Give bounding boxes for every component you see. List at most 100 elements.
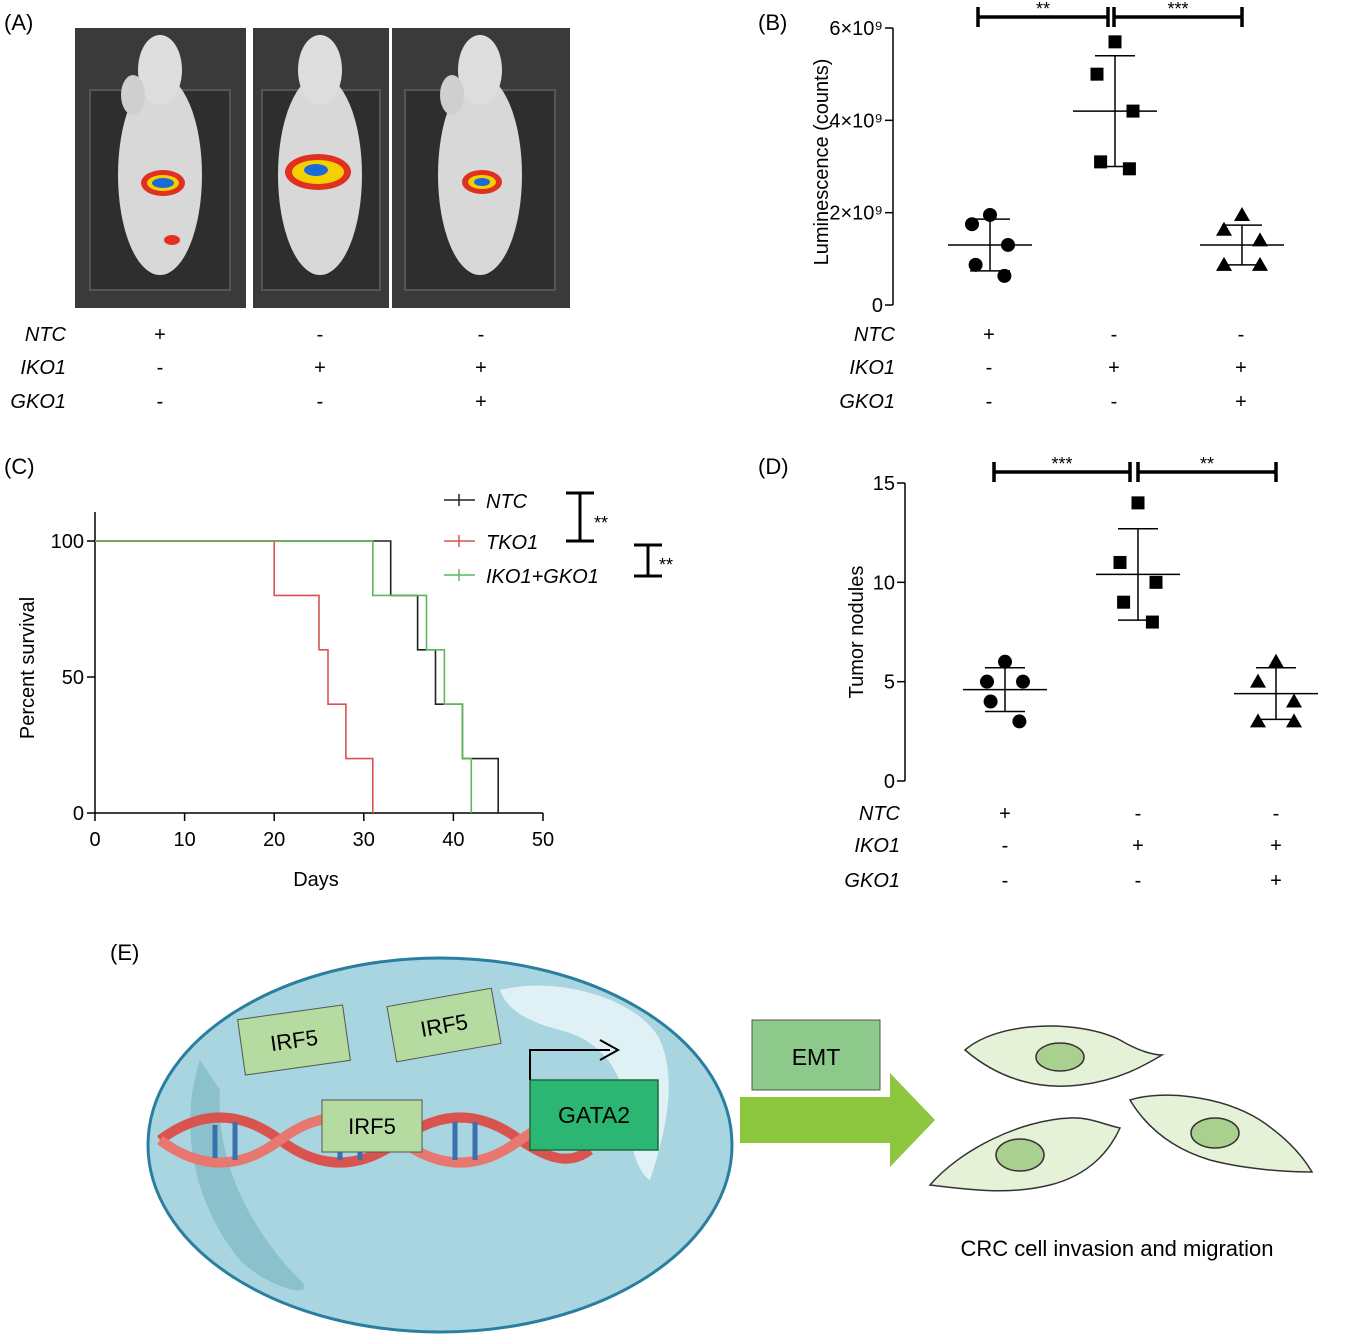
row-label-gko1: GKO1 bbox=[10, 391, 66, 413]
cell: - bbox=[157, 357, 164, 379]
cell: - bbox=[1135, 870, 1142, 892]
data-point bbox=[983, 207, 997, 222]
mouse-image-2 bbox=[253, 28, 389, 308]
cell: - bbox=[1002, 870, 1009, 892]
data-point bbox=[1252, 256, 1268, 271]
data-point bbox=[1113, 555, 1127, 569]
irf5-label-3: IRF5 bbox=[348, 1114, 396, 1139]
row-label-iko1: IKO1 bbox=[20, 357, 66, 379]
sig-bracket-1 bbox=[566, 491, 594, 543]
irf5-box-1: IRF5 bbox=[237, 1004, 351, 1076]
data-point bbox=[997, 268, 1012, 283]
panel-b-chart: Luminescence (counts) 0 2×10⁹ 4×10⁹ 6×10⁹ **… bbox=[811, 0, 1284, 317]
row-label-iko1: IKO1 bbox=[849, 357, 895, 379]
data-point bbox=[1286, 713, 1302, 728]
data-point bbox=[1016, 674, 1030, 689]
panel-a-design-table: NTC IKO1 GKO1 + - - - + - - + + bbox=[10, 324, 486, 413]
y-tick-label: 10 bbox=[873, 572, 895, 594]
x-tick-label: 30 bbox=[353, 829, 375, 851]
sig-label-2: ** bbox=[659, 555, 673, 575]
cell: + bbox=[1235, 357, 1247, 379]
transcription-arrow bbox=[529, 1039, 621, 1080]
y-tick-label: 6×10⁹ bbox=[829, 18, 883, 40]
data-point bbox=[983, 694, 998, 709]
data-point bbox=[968, 257, 983, 272]
emt-box: EMT bbox=[751, 1019, 881, 1091]
data-point bbox=[1126, 104, 1140, 118]
cell: + bbox=[999, 803, 1011, 825]
caption: CRC cell invasion and migration bbox=[960, 1236, 1273, 1261]
cell: - bbox=[317, 324, 324, 346]
cell: + bbox=[475, 357, 487, 379]
emt-label: EMT bbox=[792, 1044, 841, 1070]
data-point bbox=[1145, 615, 1159, 629]
panel-d-design-table: NTC IKO1 GKO1 + - - - + - - + + bbox=[844, 803, 1281, 892]
cell-3 bbox=[1128, 1094, 1314, 1173]
cell: - bbox=[478, 324, 485, 346]
sig-label: ** bbox=[1036, 0, 1050, 19]
sig-bracket-2 bbox=[634, 543, 662, 578]
cell: + bbox=[1270, 835, 1282, 857]
data-point bbox=[1216, 221, 1232, 236]
x-tick-label: 50 bbox=[532, 829, 554, 851]
data-point bbox=[998, 654, 1012, 669]
data-point bbox=[1090, 67, 1104, 81]
panel-e-label: (E) bbox=[110, 940, 139, 965]
cell: + bbox=[475, 391, 487, 413]
y-tick-label: 5 bbox=[884, 672, 895, 694]
cell: - bbox=[1111, 324, 1118, 346]
legend-iko1-gko1: IKO1+GKO1 bbox=[486, 566, 599, 588]
data-point bbox=[1122, 162, 1136, 176]
cell: - bbox=[1002, 835, 1009, 857]
y-axis-label: Luminescence (counts) bbox=[811, 59, 833, 266]
gata2-box: GATA2 bbox=[529, 1079, 659, 1151]
data-point bbox=[965, 217, 979, 232]
mouse-image-3 bbox=[392, 28, 570, 308]
y-tick-label: 4×10⁹ bbox=[829, 110, 883, 132]
row-label-ntc: NTC bbox=[25, 324, 67, 346]
row-label-gko1: GKO1 bbox=[844, 870, 900, 892]
data-point bbox=[1094, 155, 1108, 169]
data-point bbox=[1149, 575, 1163, 589]
y-tick-label: 15 bbox=[873, 473, 895, 495]
y-axis-label: Percent survival bbox=[17, 597, 39, 739]
sig-label-1: ** bbox=[594, 513, 608, 533]
cell: - bbox=[986, 357, 993, 379]
data-point bbox=[1131, 496, 1145, 510]
data-point bbox=[980, 674, 994, 689]
row-label-gko1: GKO1 bbox=[839, 391, 895, 413]
panel-b-design-table: NTC IKO1 GKO1 + - - - + - - + + bbox=[839, 324, 1246, 413]
y-tick-label: 100 bbox=[51, 531, 84, 553]
cell: - bbox=[317, 391, 324, 413]
x-tick-label: 0 bbox=[89, 829, 100, 851]
survival-line-tko1 bbox=[95, 540, 374, 813]
panel-a-label: (A) bbox=[4, 10, 33, 35]
panel-d-label: (D) bbox=[758, 454, 789, 479]
cell: + bbox=[154, 324, 166, 346]
mouse-image-1 bbox=[75, 28, 246, 308]
gata2-label: GATA2 bbox=[558, 1102, 630, 1128]
panel-c-legend: NTC TKO1 IKO1+GKO1 ** ** bbox=[444, 491, 673, 588]
cell-2 bbox=[928, 1117, 1122, 1192]
cell: + bbox=[1108, 357, 1120, 379]
y-tick-label: 0 bbox=[73, 803, 84, 825]
y-axis-label: Tumor nodules bbox=[846, 566, 868, 699]
irf5-box-2: IRF5 bbox=[386, 987, 502, 1063]
cell: - bbox=[1135, 803, 1142, 825]
survival-line-ntc bbox=[95, 540, 499, 813]
y-tick-label: 0 bbox=[872, 295, 883, 317]
x-tick-label: 20 bbox=[263, 829, 285, 851]
x-axis-label: Days bbox=[293, 869, 339, 891]
row-label-ntc: NTC bbox=[854, 324, 896, 346]
cell: + bbox=[983, 324, 995, 346]
cell: + bbox=[1270, 870, 1282, 892]
panel-c-label: (C) bbox=[4, 454, 35, 479]
data-point bbox=[1250, 673, 1266, 688]
panel-c-chart: Percent survival Days 0 50 100 0 10 20 30 40 50 bbox=[17, 512, 554, 891]
data-point bbox=[1012, 714, 1027, 729]
sig-label: *** bbox=[1167, 0, 1188, 19]
data-point bbox=[1286, 693, 1302, 708]
data-point bbox=[1268, 653, 1284, 668]
data-point bbox=[1001, 237, 1015, 252]
